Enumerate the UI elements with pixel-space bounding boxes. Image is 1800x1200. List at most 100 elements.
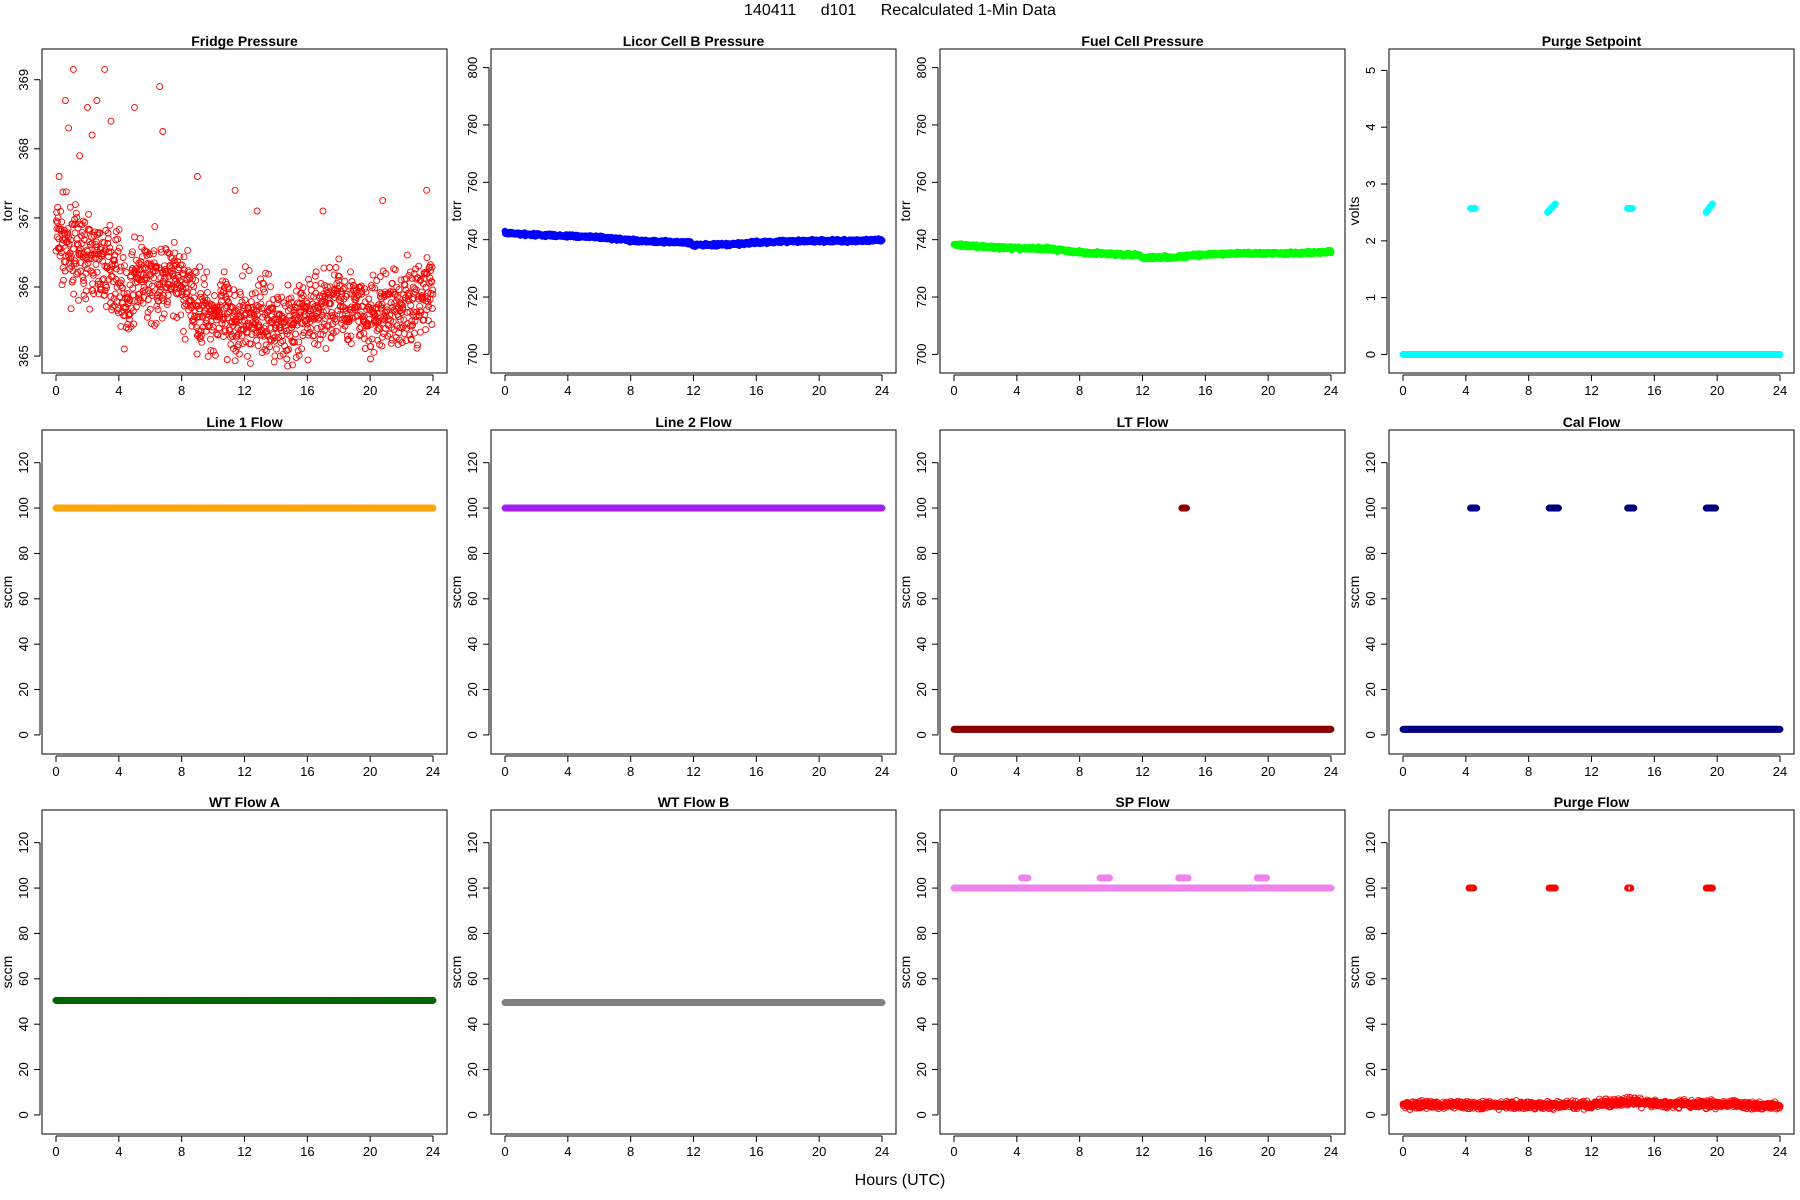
data-point: [254, 328, 262, 336]
data-point: [117, 322, 125, 330]
data-point: [62, 188, 70, 196]
title-date: 140411: [744, 2, 797, 19]
x-tick-label: 8: [1076, 383, 1083, 398]
data-point: [403, 251, 411, 259]
data-point: [212, 330, 220, 338]
data-point: [129, 248, 136, 256]
data-point: [367, 355, 374, 363]
data-point: [207, 347, 215, 355]
y-axis-label: torr: [0, 200, 15, 221]
data-point: [70, 260, 78, 268]
data-point: [124, 300, 132, 308]
data-point: [103, 284, 111, 291]
data-point: [188, 317, 196, 325]
x-tick-label: 12: [237, 764, 251, 779]
data-point: [235, 340, 242, 348]
data-point: [135, 259, 143, 267]
data-point: [113, 283, 121, 291]
data-point: [209, 347, 217, 355]
data-point: [201, 281, 208, 289]
data-point: [236, 288, 244, 296]
x-tick-label: 20: [363, 764, 377, 779]
data-point: [177, 311, 185, 319]
data-point: [65, 124, 73, 132]
x-tick-label: 20: [363, 383, 377, 398]
x-tick-label: 0: [501, 383, 508, 398]
x-tick-label: 16: [300, 764, 314, 779]
data-point: [208, 326, 216, 334]
y-tick-label: 800: [465, 57, 480, 79]
data-point: [67, 236, 75, 244]
data-point: [56, 252, 64, 260]
data-point: [101, 291, 109, 299]
data-point: [205, 321, 213, 329]
data-point: [428, 321, 436, 328]
data-point: [122, 303, 130, 311]
x-tick-label: 8: [178, 764, 185, 779]
x-tick-label: 4: [115, 764, 122, 779]
data-point: [267, 283, 274, 291]
data-point: [53, 233, 61, 241]
x-tick-label: 24: [875, 383, 889, 398]
data-point: [92, 260, 100, 268]
data-point: [83, 251, 91, 259]
data-point: [180, 253, 188, 261]
data-point: [115, 226, 123, 234]
data-point: [198, 338, 206, 346]
data-point: [1551, 200, 1559, 208]
data-point: [292, 330, 300, 338]
data-point: [58, 281, 66, 289]
data-point: [248, 290, 256, 298]
data-point: [214, 306, 222, 314]
data-point: [182, 289, 190, 297]
data-point: [191, 306, 199, 314]
data-points: [52, 65, 437, 370]
data-point: [87, 255, 95, 262]
data-point: [197, 327, 205, 335]
data-point: [158, 314, 166, 322]
data-point: [69, 65, 77, 73]
data-point: [243, 329, 251, 337]
data-point: [255, 281, 262, 289]
data-point: [186, 274, 194, 282]
data-point: [115, 309, 122, 317]
data-point: [295, 338, 303, 346]
x-tick-label: 16: [1198, 383, 1212, 398]
data-point: [93, 97, 101, 104]
y-tick-label: 80: [16, 546, 31, 560]
data-point: [245, 267, 253, 275]
data-point: [53, 218, 61, 226]
data-point: [191, 313, 198, 321]
data-point: [1628, 204, 1636, 212]
data-point: [179, 270, 187, 278]
data-point: [64, 225, 72, 233]
data-point: [195, 302, 203, 310]
data-point: [253, 306, 261, 314]
data-point: [184, 246, 192, 254]
data-point: [92, 238, 100, 246]
data-point: [235, 350, 243, 358]
x-tick-label: 24: [426, 764, 440, 779]
x-axis: 0 4 8 12 16 20 24: [501, 374, 889, 398]
data-point: [113, 265, 120, 273]
data-point: [216, 301, 224, 309]
data-point: [100, 248, 108, 255]
data-point: [335, 255, 343, 263]
data-point: [273, 300, 281, 308]
data-point: [169, 312, 177, 320]
data-point: [257, 275, 264, 283]
data-point: [69, 276, 77, 284]
data-point: [54, 214, 62, 222]
data-point: [164, 291, 172, 299]
y-tick-label: 740: [914, 229, 929, 251]
data-point: [252, 329, 260, 337]
data-point: [117, 282, 124, 290]
data-point: [122, 324, 130, 331]
data-point: [373, 277, 381, 285]
data-point: [114, 235, 122, 243]
data-point: [423, 186, 431, 194]
